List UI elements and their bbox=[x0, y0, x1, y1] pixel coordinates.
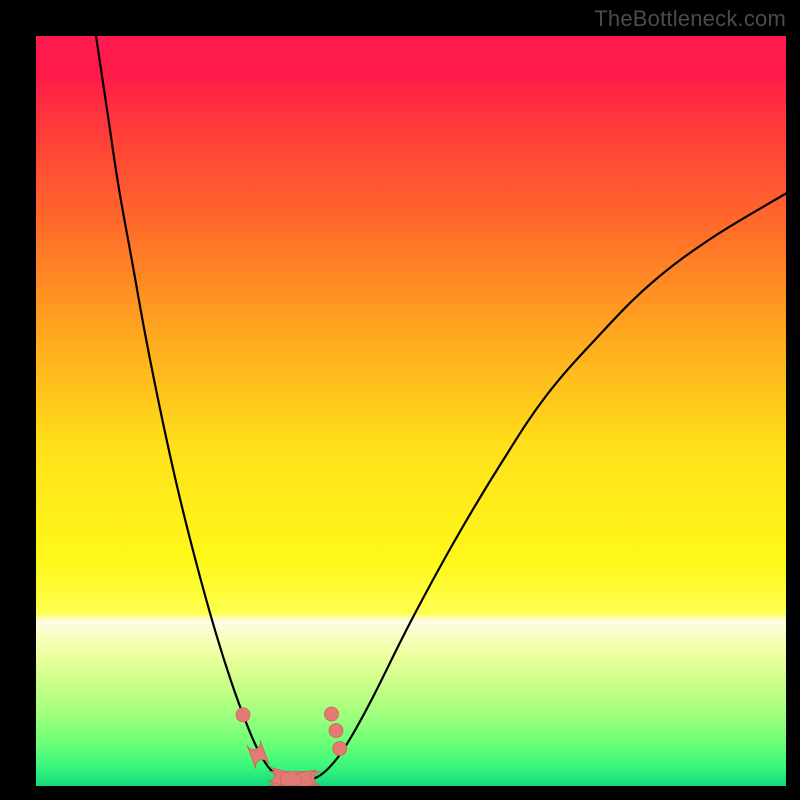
marker-circle bbox=[236, 708, 250, 722]
gradient-background bbox=[36, 36, 786, 786]
plot-area bbox=[36, 36, 786, 786]
marker-circle bbox=[325, 707, 339, 721]
watermark-text: TheBottleneck.com bbox=[594, 6, 786, 32]
marker-circle bbox=[333, 742, 347, 756]
marker-circle bbox=[329, 724, 343, 738]
chart-container: TheBottleneck.com bbox=[0, 0, 800, 800]
bottleneck-curve-chart bbox=[36, 36, 786, 786]
